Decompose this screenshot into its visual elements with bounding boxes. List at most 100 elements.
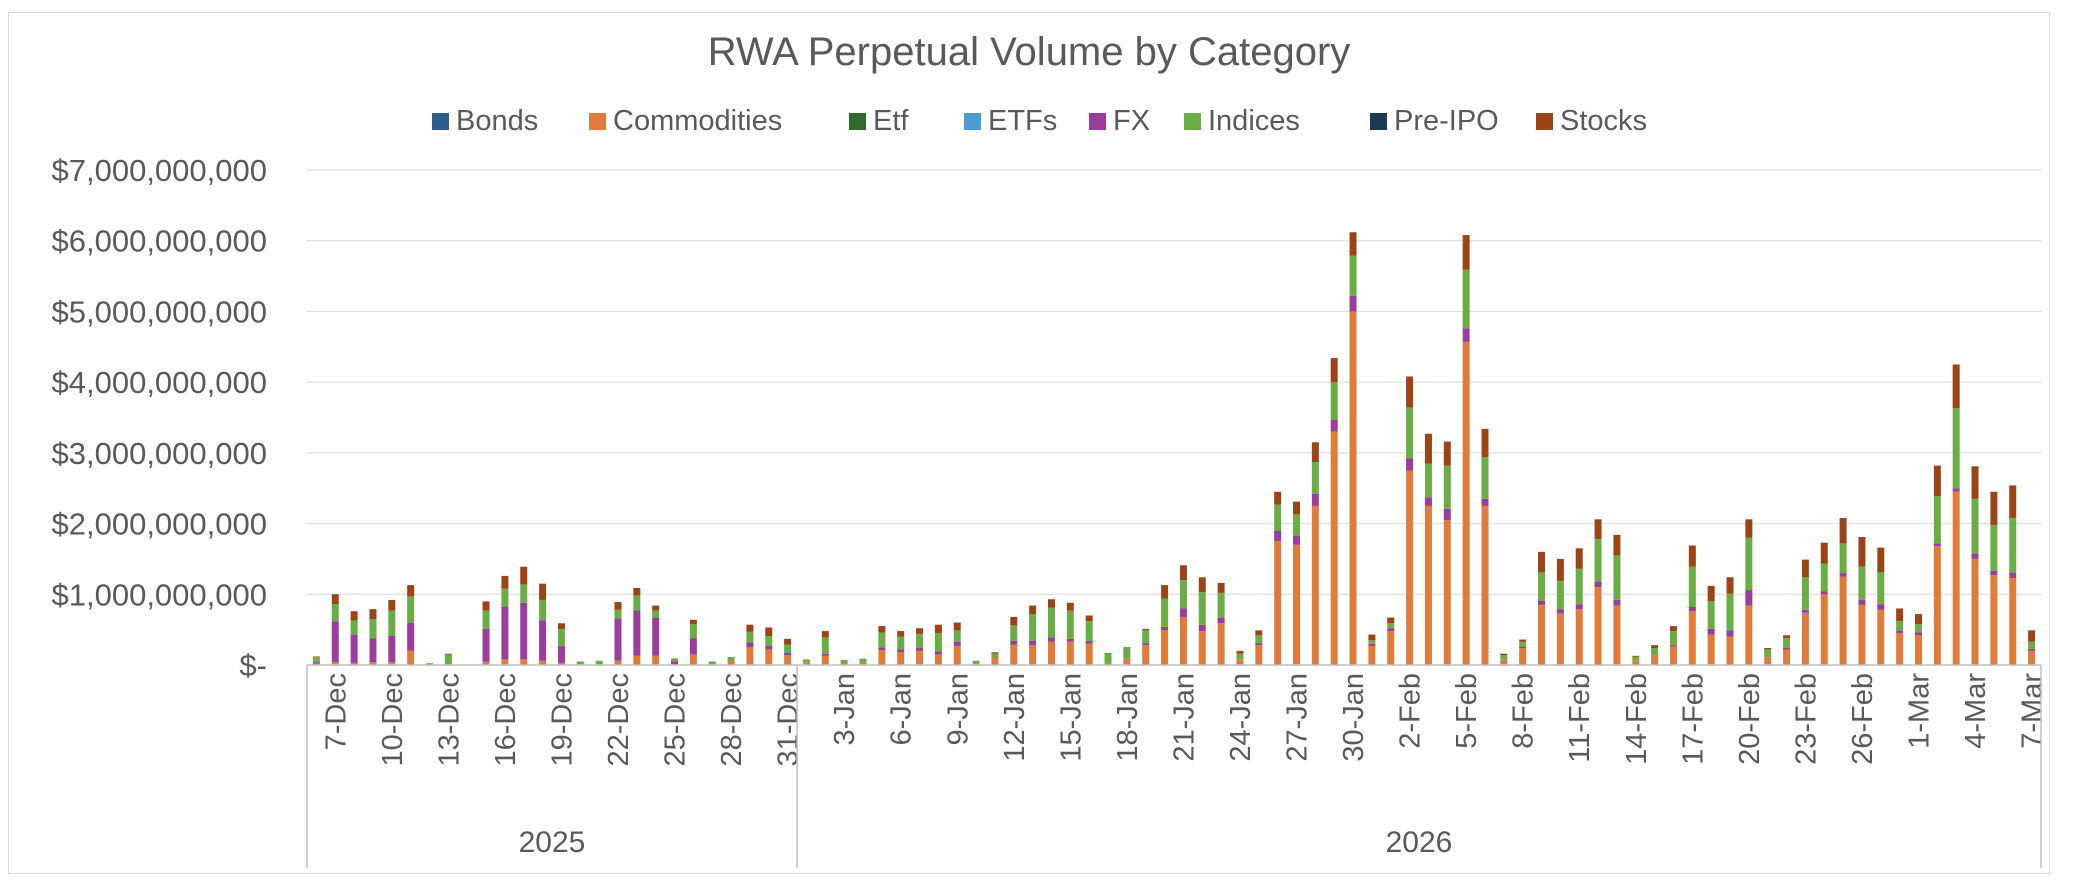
bar-segment-indices	[633, 595, 641, 611]
bar-segment-fx	[1839, 573, 1847, 577]
bar-2026-01-21	[1179, 565, 1187, 665]
y-tick-label: $-	[239, 648, 267, 683]
bar-segment-stocks	[407, 585, 415, 597]
bar-segment-indices	[765, 636, 773, 646]
bar-segment-stocks	[444, 653, 452, 655]
bar-segment-fx	[916, 648, 924, 651]
bar-segment-commodities	[1688, 611, 1696, 665]
legend-item-bonds: Bonds	[432, 105, 538, 137]
bar-segment-indices	[1029, 614, 1037, 641]
x-tick-label: 11-Feb	[1564, 673, 1596, 763]
bar-2026-02-17	[1688, 545, 1696, 665]
bar-segment-commodities	[1462, 341, 1470, 665]
bar-2025-12-22	[614, 602, 622, 665]
legend-label-bonds: Bonds	[456, 105, 538, 137]
bar-segment-indices	[1990, 524, 1998, 571]
bar-segment-indices	[614, 609, 622, 619]
bar-segment-indices	[671, 659, 679, 662]
bar-segment-stocks	[1179, 565, 1187, 581]
bar-2026-02-15	[1651, 645, 1659, 665]
bar-segment-fx	[331, 621, 339, 663]
x-tick-label: 10-Dec	[377, 673, 409, 767]
bar-segment-stocks	[557, 623, 565, 629]
bar-segment-indices	[539, 599, 547, 621]
bar-2026-01-28	[1311, 442, 1319, 665]
bar-segment-indices	[1933, 495, 1941, 544]
bar-2026-02-11	[1575, 548, 1583, 665]
bar-segment-fx	[350, 634, 358, 663]
bar-segment-indices	[727, 657, 735, 662]
bar-2026-01-25	[1255, 630, 1263, 665]
bar-segment-commodities	[859, 662, 867, 665]
bar-2026-01-19	[1142, 628, 1150, 665]
bar-segment-stocks	[897, 631, 905, 637]
bar-2026-02-27	[1877, 547, 1885, 665]
bar-segment-fx	[652, 617, 660, 656]
bar-segment-commodities	[1198, 631, 1206, 665]
bar-segment-stocks	[350, 611, 358, 621]
legend-item-etfs: ETFs	[964, 105, 1057, 137]
bar-segment-fx	[1745, 590, 1753, 606]
bar-segment-stocks	[1311, 442, 1319, 463]
bar-segment-fx	[1029, 640, 1037, 646]
bar-segment-indices	[1839, 543, 1847, 574]
bar-segment-stocks	[1387, 617, 1395, 624]
legend-swatch-etfs	[964, 113, 981, 130]
bar-segment-commodities	[1764, 657, 1772, 665]
bar-2026-02-03	[1424, 433, 1432, 665]
bar-segment-stocks	[953, 622, 961, 631]
bar-segment-fx	[1858, 599, 1866, 605]
bar-segment-commodities	[1293, 544, 1301, 665]
bar-segment-stocks	[1707, 585, 1715, 602]
x-tick-label: 14-Feb	[1621, 673, 1653, 765]
bar-2026-01-04	[859, 658, 867, 665]
bar-segment-fx	[1217, 617, 1225, 624]
bar-segment-stocks	[1368, 634, 1376, 641]
bar-segment-stocks	[1820, 542, 1828, 564]
bar-segment-fx	[1556, 609, 1564, 614]
x-axis: 7-Dec 10-Dec 13-Dec 16-Dec 19-Dec 22-Dec 25-De…	[306, 664, 2049, 868]
bar-segment-indices	[1179, 580, 1187, 609]
bar-segment-indices	[1424, 463, 1432, 498]
bar-segment-commodities	[934, 654, 942, 665]
bar-2025-12-28	[727, 657, 735, 665]
bar-segment-stocks	[1255, 630, 1263, 636]
bar-2026-01-17	[1104, 652, 1112, 665]
bar-segment-commodities	[369, 662, 377, 665]
bar-segment-stocks	[652, 605, 660, 611]
bar-2026-02-07	[1500, 653, 1508, 665]
bar-segment-indices	[1236, 653, 1244, 660]
bar-2026-01-05	[878, 626, 886, 665]
bar-2025-12-16	[501, 575, 509, 665]
bar-segment-indices	[1368, 640, 1376, 644]
bar-segment-commodities	[1519, 648, 1527, 665]
bar-segment-commodities	[1104, 662, 1112, 665]
bar-2026-02-09	[1538, 551, 1546, 665]
bar-segment-commodities	[1726, 636, 1734, 665]
bar-segment-stocks	[1877, 547, 1885, 573]
x-tick-label: 20-Feb	[1734, 673, 1766, 765]
bar-segment-stocks	[1613, 534, 1621, 556]
bar-2026-01-06	[897, 631, 905, 665]
bar-segment-indices	[1255, 635, 1263, 644]
bar-segment-commodities	[1142, 645, 1150, 665]
bar-segment-stocks	[1481, 428, 1489, 458]
bar-segment-stocks	[991, 652, 999, 654]
bar-2025-12-15	[482, 601, 490, 665]
bar-segment-stocks	[331, 594, 339, 605]
bar-segment-commodities	[1330, 431, 1338, 665]
bar-segment-stocks	[1971, 466, 1979, 499]
bar-segment-fx	[1161, 626, 1169, 631]
bar-segment-stocks	[689, 619, 697, 624]
bar-segment-indices	[1330, 382, 1338, 420]
bar-segment-commodities	[1387, 631, 1395, 665]
bar-segment-fx	[934, 651, 942, 655]
bar-2026-01-18	[1123, 647, 1131, 665]
bar-segment-fx	[878, 647, 886, 651]
bar-segment-commodities	[1066, 641, 1074, 665]
bar-segment-commodities	[1443, 520, 1451, 665]
bar-segment-fx	[1877, 604, 1885, 610]
bar-segment-commodities	[1896, 633, 1904, 665]
bar-segment-commodities	[1877, 609, 1885, 665]
bar-segment-indices	[821, 637, 829, 654]
